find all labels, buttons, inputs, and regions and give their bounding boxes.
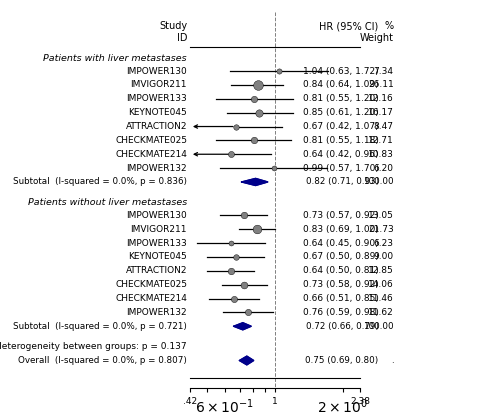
Text: 0.64 (0.42, 0.96): 0.64 (0.42, 0.96)	[303, 150, 378, 159]
Text: 0.67 (0.42, 1.07): 0.67 (0.42, 1.07)	[303, 122, 378, 131]
Text: Heterogeneity between groups: p = 0.137: Heterogeneity between groups: p = 0.137	[0, 342, 187, 351]
Text: 0.82 (0.71, 0.93): 0.82 (0.71, 0.93)	[306, 178, 378, 186]
Text: 0.81 (0.55, 1.20): 0.81 (0.55, 1.20)	[303, 94, 378, 103]
Text: 0.64 (0.50, 0.81): 0.64 (0.50, 0.81)	[303, 266, 378, 275]
Text: 0.64 (0.45, 0.90): 0.64 (0.45, 0.90)	[303, 239, 378, 248]
Text: 13.05: 13.05	[368, 211, 394, 220]
Text: IMPOWER132: IMPOWER132	[126, 164, 187, 173]
Text: ATTRACTION2: ATTRACTION2	[126, 122, 187, 131]
Text: 11.62: 11.62	[368, 308, 394, 317]
Text: 14.06: 14.06	[368, 280, 394, 289]
Text: 0.72 (0.66, 0.79): 0.72 (0.66, 0.79)	[306, 322, 378, 331]
Text: 0.76 (0.59, 0.98): 0.76 (0.59, 0.98)	[303, 308, 378, 317]
Text: IMVIGOR211: IMVIGOR211	[130, 225, 187, 234]
Text: IMPOWER130: IMPOWER130	[126, 66, 187, 76]
Text: Study: Study	[159, 21, 187, 31]
Text: 0.81 (0.55, 1.18): 0.81 (0.55, 1.18)	[303, 136, 378, 145]
Text: HR (95% CI): HR (95% CI)	[320, 21, 378, 31]
Text: 0.73 (0.58, 0.92): 0.73 (0.58, 0.92)	[303, 280, 378, 289]
Text: CHECKMATE214: CHECKMATE214	[115, 150, 187, 159]
Text: 16.17: 16.17	[368, 108, 394, 117]
Text: IMPOWER130: IMPOWER130	[126, 211, 187, 220]
Polygon shape	[240, 356, 254, 365]
Text: 100.00: 100.00	[363, 322, 394, 331]
Text: 0.66 (0.51, 0.85): 0.66 (0.51, 0.85)	[303, 294, 378, 303]
Text: 10.83: 10.83	[368, 150, 394, 159]
Text: Subtotal  (I-squared = 0.0%, p = 0.836): Subtotal (I-squared = 0.0%, p = 0.836)	[13, 178, 187, 186]
Text: 11.46: 11.46	[368, 294, 394, 303]
Text: 26.11: 26.11	[368, 81, 394, 90]
Text: Patients with liver metastases: Patients with liver metastases	[44, 55, 187, 63]
Text: CHECKMATE025: CHECKMATE025	[115, 136, 187, 145]
Text: Patients without liver metastases: Patients without liver metastases	[28, 198, 187, 207]
Text: IMPOWER133: IMPOWER133	[126, 94, 187, 103]
Text: 0.73 (0.57, 0.92): 0.73 (0.57, 0.92)	[303, 211, 378, 220]
Text: 0.85 (0.61, 1.20): 0.85 (0.61, 1.20)	[303, 108, 378, 117]
Text: ID: ID	[176, 33, 187, 43]
Text: 7.34: 7.34	[374, 66, 394, 76]
Text: 6.23: 6.23	[374, 239, 394, 248]
Text: 0.75 (0.69, 0.80): 0.75 (0.69, 0.80)	[306, 356, 378, 365]
Text: 0.99 (0.57, 1.70): 0.99 (0.57, 1.70)	[303, 164, 378, 173]
Text: KEYNOTE045: KEYNOTE045	[128, 252, 187, 261]
Text: ATTRACTION2: ATTRACTION2	[126, 266, 187, 275]
Text: IMPOWER133: IMPOWER133	[126, 239, 187, 248]
Text: 0.84 (0.64, 1.09): 0.84 (0.64, 1.09)	[303, 81, 378, 90]
Text: 0.83 (0.69, 1.00): 0.83 (0.69, 1.00)	[303, 225, 378, 234]
Text: 21.73: 21.73	[368, 225, 394, 234]
Text: %: %	[384, 21, 394, 31]
Polygon shape	[242, 178, 268, 185]
Text: IMPOWER132: IMPOWER132	[126, 308, 187, 317]
Text: 12.16: 12.16	[368, 94, 394, 103]
Text: 12.85: 12.85	[368, 266, 394, 275]
Text: 100.00: 100.00	[363, 178, 394, 186]
Text: CHECKMATE214: CHECKMATE214	[115, 294, 187, 303]
Polygon shape	[234, 323, 252, 330]
Text: IMVIGOR211: IMVIGOR211	[130, 81, 187, 90]
Text: 9.00: 9.00	[374, 252, 394, 261]
Text: Weight: Weight	[360, 33, 394, 43]
Text: 8.47: 8.47	[374, 122, 394, 131]
Text: Subtotal  (I-squared = 0.0%, p = 0.721): Subtotal (I-squared = 0.0%, p = 0.721)	[13, 322, 187, 331]
Text: KEYNOTE045: KEYNOTE045	[128, 108, 187, 117]
Text: 0.67 (0.50, 0.89): 0.67 (0.50, 0.89)	[303, 252, 378, 261]
Text: 12.71: 12.71	[368, 136, 394, 145]
Text: Overall  (I-squared = 0.0%, p = 0.807): Overall (I-squared = 0.0%, p = 0.807)	[18, 356, 187, 365]
Text: .: .	[391, 356, 394, 365]
Text: 1.04 (0.63, 1.72): 1.04 (0.63, 1.72)	[303, 66, 378, 76]
Text: 6.20: 6.20	[374, 164, 394, 173]
Text: CHECKMATE025: CHECKMATE025	[115, 280, 187, 289]
